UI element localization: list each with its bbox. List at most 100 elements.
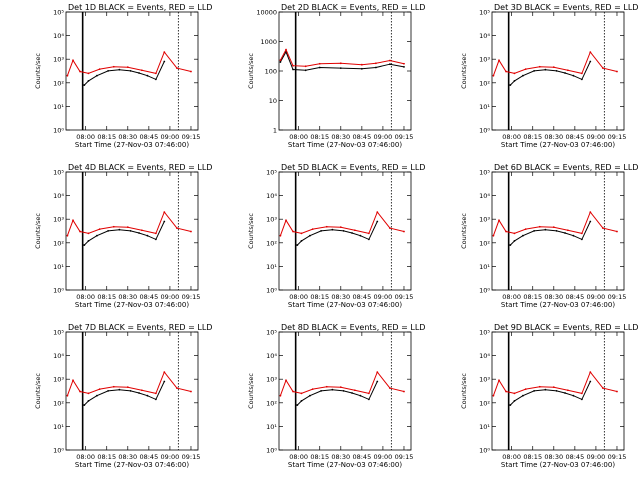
data-point bbox=[505, 230, 507, 233]
data-point bbox=[351, 392, 353, 394]
y-tick-label: 10³ bbox=[53, 216, 64, 224]
data-point bbox=[140, 229, 143, 232]
data-point bbox=[342, 389, 345, 392]
data-point bbox=[79, 390, 81, 393]
y-tick-label: 10³ bbox=[53, 56, 64, 64]
y-tick-label: 10⁵ bbox=[53, 169, 64, 177]
data-point bbox=[389, 227, 391, 229]
data-point bbox=[190, 70, 192, 73]
data-point bbox=[602, 227, 604, 229]
x-tick-label: 09:15 bbox=[395, 293, 414, 301]
data-point bbox=[163, 380, 166, 383]
data-point bbox=[292, 390, 294, 393]
y-axis-label: Counts/sec bbox=[34, 213, 42, 249]
y-tick-label: 10² bbox=[266, 399, 277, 407]
data-point bbox=[118, 68, 121, 71]
data-point bbox=[589, 211, 592, 213]
series-line-events bbox=[83, 61, 165, 86]
data-point bbox=[95, 394, 98, 397]
data-point bbox=[552, 386, 555, 389]
series-line-events bbox=[509, 221, 591, 246]
x-tick-label: 09:00 bbox=[587, 293, 606, 301]
data-point bbox=[389, 387, 391, 389]
data-point bbox=[538, 385, 541, 388]
x-tick-label: 08:15 bbox=[310, 453, 329, 461]
series-line-lld bbox=[492, 211, 618, 236]
data-point bbox=[331, 388, 334, 391]
data-point bbox=[403, 230, 405, 233]
data-point bbox=[112, 65, 115, 68]
data-point bbox=[138, 72, 140, 74]
data-point bbox=[154, 232, 157, 235]
x-tick-label: 08:00 bbox=[502, 293, 521, 301]
x-axis-label: Start Time (27-Nov-03 07:46:00) bbox=[75, 301, 189, 309]
x-axis-label: Start Time (27-Nov-03 07:46:00) bbox=[288, 461, 402, 469]
data-point bbox=[376, 220, 379, 223]
x-tick-label: 08:30 bbox=[544, 453, 563, 461]
x-tick-label: 09:00 bbox=[374, 453, 393, 461]
y-tick-label: 10¹ bbox=[53, 263, 64, 271]
data-point bbox=[509, 404, 512, 406]
x-tick-label: 08:45 bbox=[352, 293, 371, 301]
y-tick-label: 10⁴ bbox=[266, 352, 277, 360]
chart-title: Det 5D BLACK = Events, RED = LLD bbox=[281, 163, 425, 172]
data-point bbox=[616, 230, 618, 233]
data-point bbox=[163, 211, 166, 213]
chart-title: Det 7D BLACK = Events, RED = LLD bbox=[68, 323, 212, 332]
x-tick-label: 08:15 bbox=[97, 133, 116, 141]
data-point bbox=[325, 385, 328, 388]
x-tick-label: 08:30 bbox=[544, 133, 563, 141]
y-tick-label: 10³ bbox=[479, 216, 490, 224]
data-point bbox=[292, 68, 294, 71]
y-tick-label: 10² bbox=[266, 239, 277, 247]
data-point bbox=[112, 385, 115, 388]
data-point bbox=[118, 388, 121, 391]
y-tick-label: 10² bbox=[53, 79, 64, 87]
data-point bbox=[589, 220, 592, 223]
data-point bbox=[154, 392, 157, 395]
y-tick-label: 10⁵ bbox=[479, 329, 490, 337]
data-point bbox=[176, 387, 178, 389]
data-point bbox=[146, 234, 149, 237]
data-point bbox=[154, 398, 157, 401]
data-point bbox=[555, 229, 558, 232]
x-tick-label: 08:45 bbox=[139, 293, 158, 301]
data-point bbox=[72, 59, 74, 62]
x-tick-label: 08:30 bbox=[118, 293, 137, 301]
data-point bbox=[285, 219, 287, 222]
data-point bbox=[389, 59, 391, 62]
y-tick-label: 10² bbox=[479, 399, 490, 407]
data-point bbox=[107, 389, 110, 392]
data-point bbox=[279, 394, 282, 397]
data-point bbox=[163, 60, 166, 63]
data-point bbox=[555, 69, 558, 72]
x-tick-label: 09:15 bbox=[182, 453, 201, 461]
x-tick-label: 08:15 bbox=[523, 133, 542, 141]
data-point bbox=[126, 66, 129, 69]
x-tick-label: 08:30 bbox=[118, 133, 137, 141]
data-point bbox=[564, 392, 566, 394]
data-point bbox=[126, 386, 129, 389]
data-point bbox=[616, 390, 618, 393]
series-line-events bbox=[509, 61, 591, 86]
series-group bbox=[66, 51, 192, 86]
data-point bbox=[521, 394, 524, 397]
y-axis-label: Counts/sec bbox=[34, 373, 42, 409]
data-point bbox=[83, 84, 86, 86]
data-point bbox=[376, 371, 379, 373]
data-point bbox=[129, 69, 132, 72]
data-point bbox=[339, 226, 342, 229]
data-point bbox=[564, 72, 566, 74]
data-point bbox=[95, 234, 98, 237]
data-point bbox=[296, 244, 299, 246]
x-tick-label: 09:15 bbox=[395, 453, 414, 461]
series-line-events bbox=[296, 381, 378, 406]
data-point bbox=[513, 72, 516, 75]
y-tick-label: 10⁴ bbox=[266, 192, 277, 200]
chart-title: Det 9D BLACK = Events, RED = LLD bbox=[494, 323, 638, 332]
data-point bbox=[513, 400, 516, 402]
data-point bbox=[66, 74, 69, 77]
